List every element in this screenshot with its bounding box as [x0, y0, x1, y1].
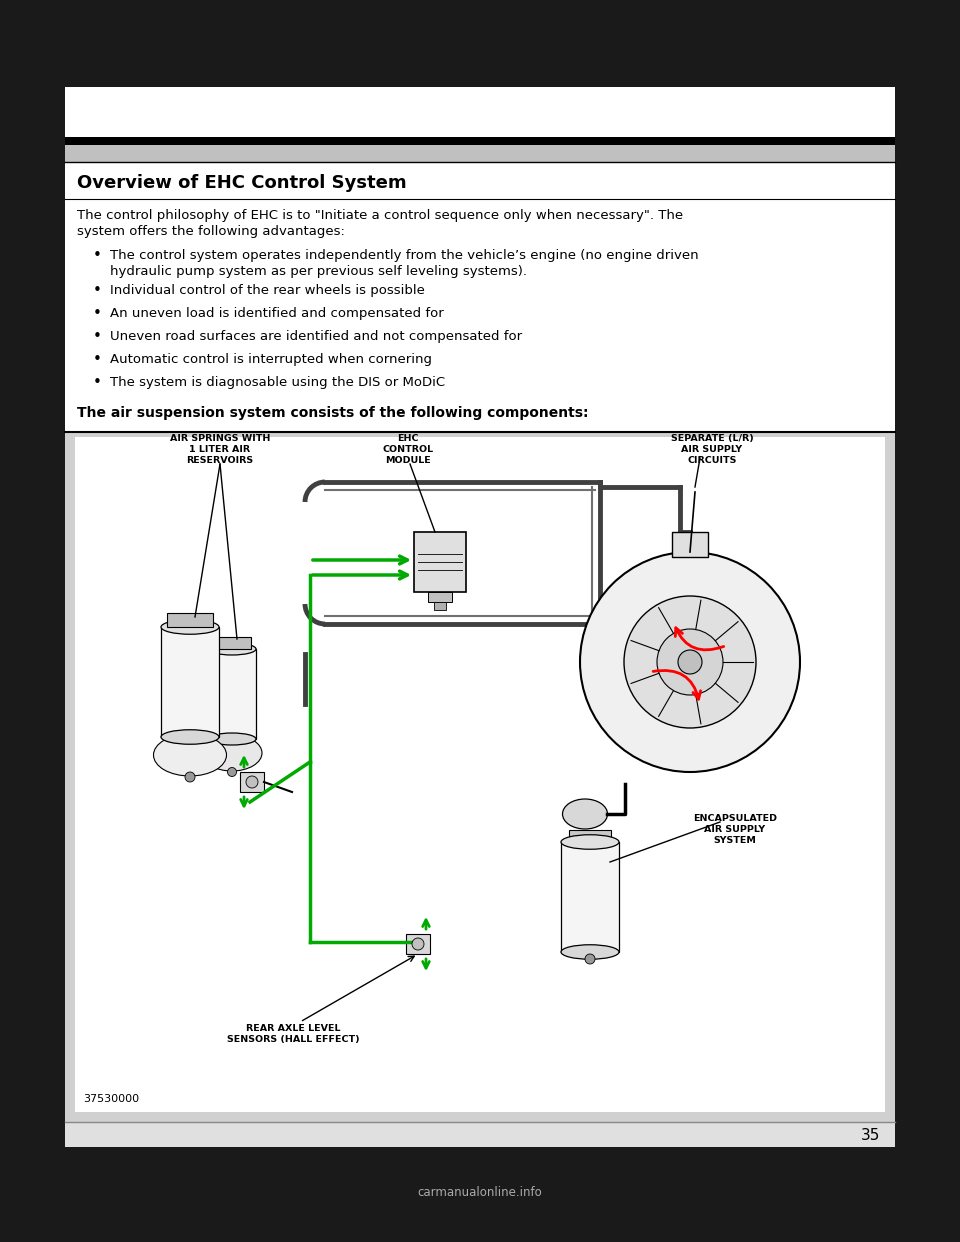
Bar	[208, 650, 256, 739]
Text: •: •	[93, 351, 102, 366]
Ellipse shape	[208, 733, 256, 745]
Bar	[167, 614, 213, 627]
Bar	[65, 1122, 895, 1148]
Text: •: •	[93, 329, 102, 344]
Bar	[161, 627, 219, 737]
Circle shape	[185, 773, 195, 782]
Bar	[406, 934, 430, 954]
Bar	[65, 161, 895, 432]
Bar	[65, 432, 895, 1122]
Text: •: •	[93, 283, 102, 298]
Text: •: •	[93, 375, 102, 390]
Ellipse shape	[161, 730, 219, 744]
Text: 37530000: 37530000	[83, 1094, 139, 1104]
Ellipse shape	[563, 799, 608, 828]
Ellipse shape	[561, 835, 619, 850]
Circle shape	[585, 954, 595, 964]
Ellipse shape	[202, 735, 262, 771]
Text: An uneven load is identified and compensated for: An uneven load is identified and compens…	[110, 307, 444, 320]
Text: SEPARATE (L/R)
AIR SUPPLY
CIRCUITS: SEPARATE (L/R) AIR SUPPLY CIRCUITS	[671, 433, 754, 466]
Text: The control philosophy of EHC is to "Initiate a control sequence only when neces: The control philosophy of EHC is to "Ini…	[77, 209, 684, 222]
Bar	[65, 87, 895, 1148]
Text: •: •	[93, 306, 102, 320]
Circle shape	[678, 650, 702, 674]
Bar	[428, 592, 452, 602]
Text: EHC
CONTROL
MODULE: EHC CONTROL MODULE	[382, 433, 434, 466]
Circle shape	[246, 776, 258, 787]
Bar	[65, 87, 895, 137]
Circle shape	[624, 596, 756, 728]
Circle shape	[228, 768, 236, 776]
Bar	[434, 602, 446, 610]
Text: ENCAPSULATED
AIR SUPPLY
SYSTEM: ENCAPSULATED AIR SUPPLY SYSTEM	[693, 814, 777, 846]
Bar	[240, 773, 264, 792]
Text: Individual control of the rear wheels is possible: Individual control of the rear wheels is…	[110, 284, 425, 297]
Ellipse shape	[154, 734, 227, 776]
Text: The system is diagnosable using the DIS or MoDiC: The system is diagnosable using the DIS …	[110, 376, 445, 389]
Text: carmanualonline.info: carmanualonline.info	[418, 1186, 542, 1199]
Bar	[569, 830, 611, 842]
Text: system offers the following advantages:: system offers the following advantages:	[77, 225, 345, 238]
Bar	[65, 137, 895, 145]
Circle shape	[412, 938, 424, 950]
Text: Overview of EHC Control System: Overview of EHC Control System	[77, 174, 407, 193]
Bar	[75, 437, 885, 1112]
Ellipse shape	[161, 620, 219, 635]
Text: 35: 35	[860, 1128, 880, 1143]
Text: The control system operates independently from the vehicle’s engine (no engine d: The control system operates independentl…	[110, 248, 699, 262]
Text: hydraulic pump system as per previous self leveling systems).: hydraulic pump system as per previous se…	[110, 265, 527, 278]
Circle shape	[657, 628, 723, 696]
Bar	[213, 637, 251, 650]
Text: AIR SPRINGS WITH
1 LITER AIR
RESERVOIRS: AIR SPRINGS WITH 1 LITER AIR RESERVOIRS	[170, 433, 270, 466]
Text: •: •	[93, 248, 102, 263]
Text: Automatic control is interrupted when cornering: Automatic control is interrupted when co…	[110, 353, 432, 366]
Circle shape	[580, 551, 800, 773]
Bar	[672, 532, 708, 556]
Bar	[65, 145, 895, 161]
Bar	[414, 532, 466, 592]
Text: REAR AXLE LEVEL
SENSORS (HALL EFFECT): REAR AXLE LEVEL SENSORS (HALL EFFECT)	[227, 1023, 359, 1045]
Ellipse shape	[208, 643, 256, 655]
Ellipse shape	[561, 945, 619, 959]
Text: The air suspension system consists of the following components:: The air suspension system consists of th…	[77, 406, 588, 420]
Bar	[561, 842, 619, 953]
Text: Uneven road surfaces are identified and not compensated for: Uneven road surfaces are identified and …	[110, 330, 522, 343]
